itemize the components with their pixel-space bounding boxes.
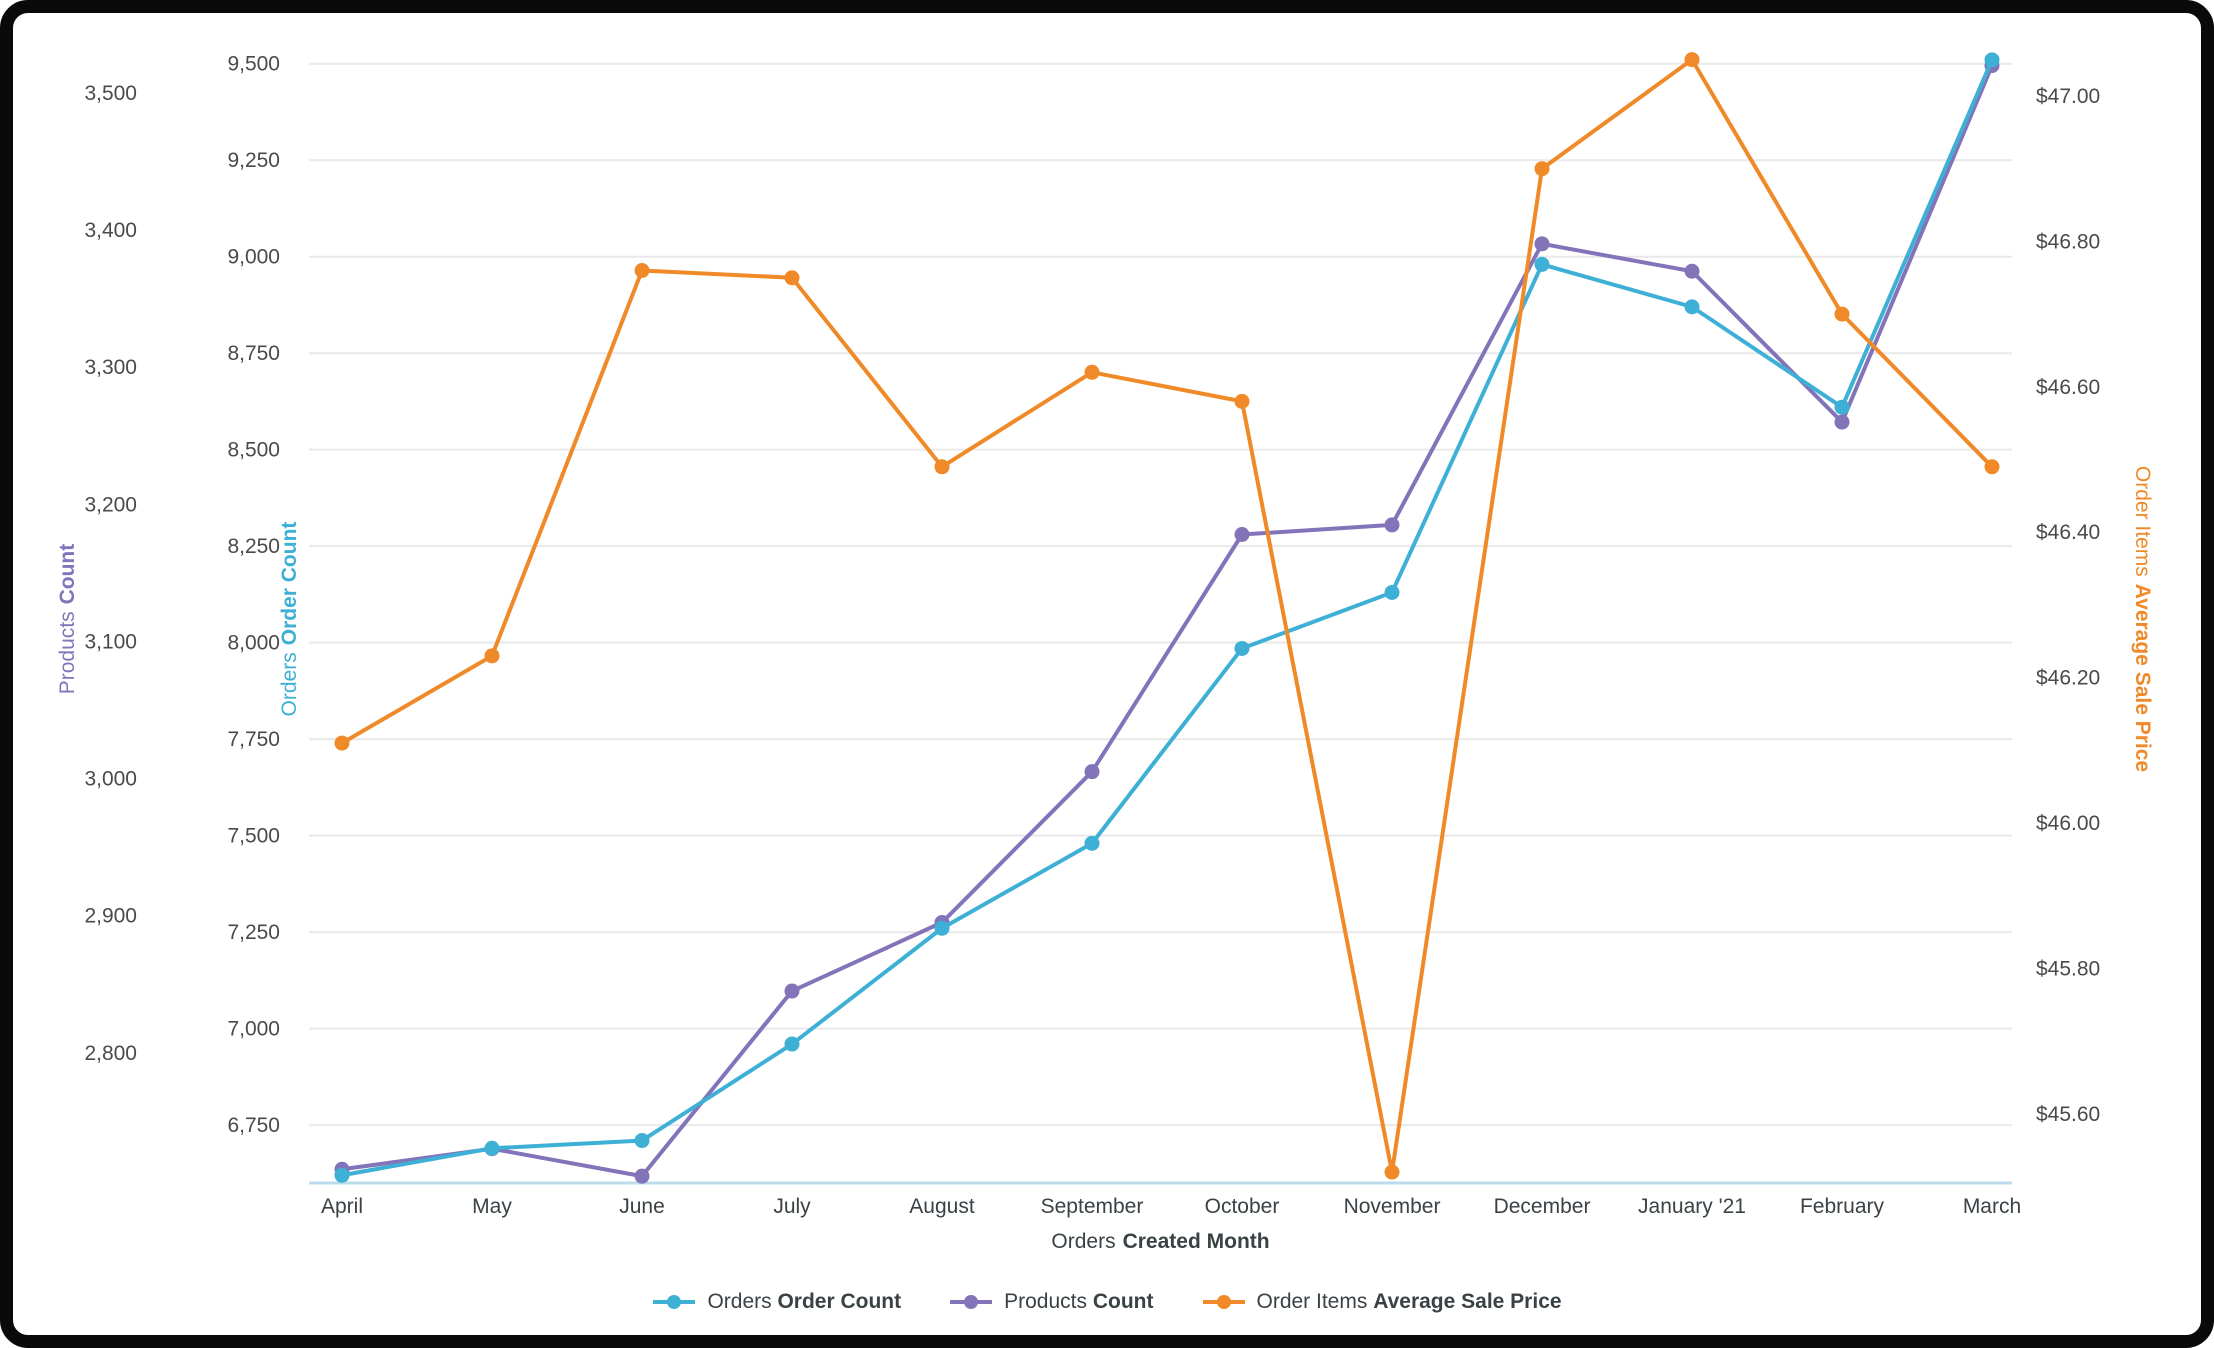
- data-point-products[interactable]: [1384, 517, 1400, 533]
- price-axis-tick-label: $46.00: [2036, 812, 2100, 835]
- orders-axis-tick-label: 9,250: [227, 149, 280, 172]
- data-point-orders[interactable]: [784, 1036, 800, 1052]
- legend-marker-products: [950, 1295, 993, 1309]
- orders-axis-tick-label: 8,250: [227, 535, 280, 558]
- data-point-products[interactable]: [784, 983, 800, 999]
- data-point-price[interactable]: [484, 648, 500, 664]
- products-axis-tick-label: 3,100: [84, 630, 137, 653]
- price-axis-tick-label: $45.80: [2036, 958, 2100, 981]
- data-point-orders[interactable]: [934, 920, 950, 936]
- orders-axis-tick-label: 7,750: [227, 728, 280, 751]
- products-axis-tick-label: 3,200: [84, 493, 137, 516]
- products-axis-tick-label: 3,300: [84, 356, 137, 379]
- x-axis-tick-label: October: [1205, 1195, 1280, 1218]
- y-axis-title-order-items-average-sale-price: Order Items Average Sale Price: [2131, 465, 2154, 773]
- data-point-products[interactable]: [1834, 414, 1850, 430]
- data-point-price[interactable]: [1234, 393, 1250, 409]
- x-axis-tick-label: January '21: [1638, 1195, 1746, 1218]
- price-axis-tick-label: $46.60: [2036, 376, 2100, 399]
- legend-marker-price: [1202, 1295, 1245, 1309]
- legend-item-price[interactable]: Order Items Average Sale Price: [1202, 1290, 1562, 1314]
- products-axis-tick-label: 3,000: [84, 768, 137, 791]
- x-axis-tick-label: May: [472, 1195, 512, 1218]
- orders-axis-tick-label: 6,750: [227, 1114, 280, 1137]
- data-point-price[interactable]: [1984, 459, 2000, 475]
- x-axis-title: Orders Created Month: [1051, 1230, 1270, 1253]
- data-point-orders[interactable]: [484, 1140, 500, 1156]
- data-point-price[interactable]: [1534, 161, 1550, 177]
- data-point-price[interactable]: [334, 735, 350, 751]
- data-point-price[interactable]: [1084, 364, 1100, 380]
- price-axis-tick-label: $45.60: [2036, 1103, 2100, 1126]
- price-axis-tick-label: $46.80: [2036, 230, 2100, 253]
- legend-item-products[interactable]: Products Count: [949, 1290, 1154, 1314]
- data-point-products[interactable]: [1084, 764, 1100, 780]
- x-axis-tick-label: August: [909, 1195, 975, 1218]
- data-point-orders[interactable]: [1984, 52, 2000, 68]
- orders-axis-tick-label: 8,000: [227, 632, 280, 655]
- orders-axis-tick-label: 7,000: [227, 1018, 280, 1041]
- x-axis-tick-label: September: [1041, 1195, 1144, 1218]
- price-axis-tick-label: $46.20: [2036, 667, 2100, 690]
- products-axis-tick-label: 3,500: [84, 82, 137, 105]
- price-axis-tick-label: $46.40: [2036, 521, 2100, 544]
- data-point-products[interactable]: [1534, 236, 1550, 252]
- data-point-price[interactable]: [934, 459, 950, 475]
- data-point-orders[interactable]: [634, 1133, 650, 1149]
- data-point-orders[interactable]: [1534, 256, 1550, 272]
- x-axis-tick-label: December: [1494, 1195, 1591, 1218]
- orders-axis-tick-label: 7,500: [227, 825, 280, 848]
- data-point-orders[interactable]: [1834, 399, 1850, 415]
- legend: Orders Order Count Products Count Order It…: [0, 1290, 2214, 1314]
- x-axis-tick-label: July: [773, 1195, 811, 1218]
- data-point-orders[interactable]: [1234, 640, 1250, 656]
- data-point-products[interactable]: [1234, 526, 1250, 542]
- legend-label: Orders Order Count: [707, 1290, 902, 1313]
- orders-axis-tick-label: 9,000: [227, 246, 280, 269]
- data-point-price[interactable]: [1684, 52, 1700, 68]
- y-axis-title-orders-order-count: Orders Order Count: [278, 521, 301, 717]
- x-axis-tick-label: November: [1344, 1195, 1441, 1218]
- data-point-orders[interactable]: [1384, 584, 1400, 600]
- products-axis-tick-label: 2,800: [84, 1042, 137, 1065]
- legend-label: Order Items Average Sale Price: [1256, 1290, 1562, 1313]
- price-axis-tick-label: $47.00: [2036, 85, 2100, 108]
- data-point-price[interactable]: [784, 270, 800, 286]
- data-point-price[interactable]: [1384, 1164, 1400, 1180]
- data-point-products[interactable]: [1684, 263, 1700, 279]
- legend-label: Products Count: [1004, 1290, 1154, 1313]
- x-axis-tick-label: March: [1963, 1195, 2021, 1218]
- legend-item-orders[interactable]: Orders Order Count: [652, 1290, 901, 1314]
- orders-axis-tick-label: 8,750: [227, 342, 280, 365]
- series-line-price: [340, 57, 1994, 1175]
- y-axis-title-products-count: Products Count: [56, 543, 79, 695]
- series-line-products: [340, 63, 1994, 1179]
- products-axis-tick-label: 3,400: [84, 219, 137, 242]
- data-point-price[interactable]: [1834, 306, 1850, 322]
- data-point-orders[interactable]: [1684, 299, 1700, 315]
- data-point-orders[interactable]: [1084, 835, 1100, 851]
- orders-axis-tick-label: 9,500: [227, 53, 280, 76]
- data-point-orders[interactable]: [334, 1167, 350, 1183]
- data-point-products[interactable]: [634, 1168, 650, 1184]
- x-axis-tick-label: June: [619, 1195, 665, 1218]
- data-point-price[interactable]: [634, 262, 650, 278]
- products-axis-tick-label: 2,900: [84, 905, 137, 928]
- orders-axis-tick-label: 8,500: [227, 439, 280, 462]
- series-line-orders: [340, 57, 1994, 1178]
- legend-marker-orders: [653, 1295, 696, 1309]
- x-axis-tick-label: February: [1800, 1195, 1885, 1218]
- orders-axis-tick-label: 7,250: [227, 921, 280, 944]
- x-axis-tick-label: April: [321, 1195, 363, 1218]
